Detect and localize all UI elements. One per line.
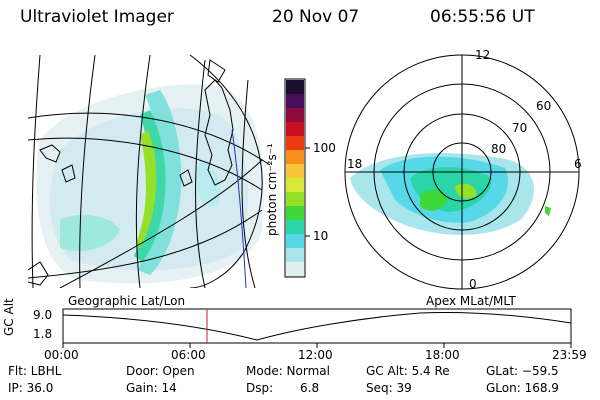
colorbar bbox=[284, 78, 310, 278]
colorbar-unit-label: photon cm⁻²s⁻¹ bbox=[265, 143, 279, 236]
status-seq: Seq: 39 bbox=[366, 381, 412, 395]
time-label: 06:55:56 UT bbox=[430, 7, 535, 27]
polar-mlt-0: 0 bbox=[469, 277, 477, 291]
status-ip: IP: 36.0 bbox=[8, 381, 54, 395]
polar-plot bbox=[344, 54, 580, 290]
ytick-low: 1.8 bbox=[33, 327, 52, 341]
xtick-1800: 18:00 bbox=[425, 348, 460, 362]
date-label: 20 Nov 07 bbox=[272, 7, 360, 27]
colorbar-swatch bbox=[286, 192, 304, 207]
geographic-panel-label: Geographic Lat/Lon bbox=[68, 294, 186, 308]
colorbar-swatch bbox=[286, 122, 304, 137]
status-glon: GLon: 168.9 bbox=[486, 381, 559, 395]
colorbar-swatch bbox=[286, 80, 304, 95]
status-door: Door: Open bbox=[126, 364, 195, 378]
status-glat: GLat: −59.5 bbox=[486, 364, 559, 378]
polar-mlt-6: 6 bbox=[574, 157, 582, 171]
polar-mlt-12: 12 bbox=[475, 48, 491, 62]
xtick-1200: 12:00 bbox=[298, 348, 333, 362]
colorbar-swatch bbox=[286, 94, 304, 109]
status-dsp-label: Dsp: bbox=[246, 381, 274, 395]
colorbar-swatch bbox=[286, 108, 304, 123]
colorbar-swatch bbox=[286, 262, 304, 277]
status-mode: Mode: Normal bbox=[246, 364, 330, 378]
instrument-title: Ultraviolet Imager bbox=[20, 7, 174, 27]
polar-mlt-18: 18 bbox=[347, 157, 363, 171]
ytick-high: 9.0 bbox=[33, 308, 52, 322]
polar-mlat-80: 80 bbox=[491, 142, 507, 156]
xtick-2359: 23:59 bbox=[552, 348, 587, 362]
colorbar-swatch bbox=[286, 248, 304, 263]
colorbar-swatch bbox=[286, 164, 304, 179]
xtick-0600: 06:00 bbox=[171, 348, 206, 362]
altitude-plot: GC Alt 9.0 1.8 bbox=[2, 298, 572, 348]
colorbar-swatch bbox=[286, 150, 304, 165]
geographic-image bbox=[28, 55, 270, 288]
status-filter: Flt: LBHL bbox=[8, 364, 62, 378]
polar-panel-label: Apex MLat/MLT bbox=[426, 294, 516, 308]
colorbar-tick-10: 10 bbox=[313, 229, 329, 243]
polar-mlat-60: 60 bbox=[536, 99, 552, 113]
polar-mlat-70: 70 bbox=[512, 121, 528, 135]
status-dsp-value: 6.8 bbox=[300, 381, 320, 395]
colorbar-swatch bbox=[286, 136, 304, 151]
xtick-0000: 00:00 bbox=[44, 348, 79, 362]
colorbar-swatch bbox=[286, 220, 304, 235]
altitude-ylabel: GC Alt bbox=[2, 298, 16, 336]
status-gain: Gain: 14 bbox=[126, 381, 177, 395]
colorbar-tick-100: 100 bbox=[313, 141, 336, 155]
colorbar-swatch bbox=[286, 178, 304, 193]
status-gc-alt: GC Alt: 5.4 Re bbox=[366, 364, 450, 378]
colorbar-swatch bbox=[286, 206, 304, 221]
colorbar-swatch bbox=[286, 234, 304, 249]
